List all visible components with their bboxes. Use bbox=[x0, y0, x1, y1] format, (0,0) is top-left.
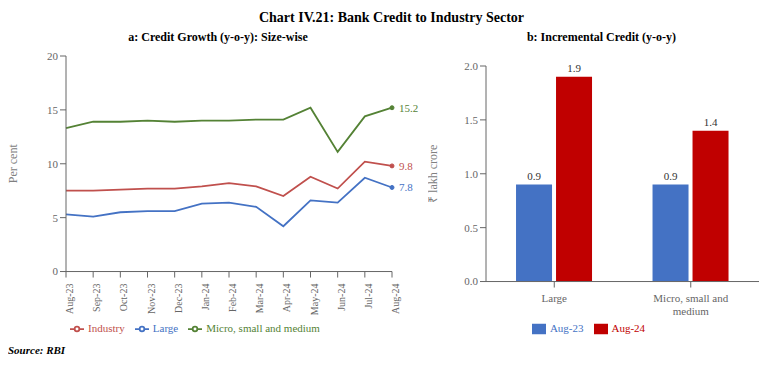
html-text:Micro, small and medium: Micro, small and medium bbox=[206, 321, 320, 334]
svg-text:Jun-24: Jun-24 bbox=[336, 284, 347, 311]
svg-text:May-24: May-24 bbox=[309, 284, 320, 316]
svg-text:Per cent: Per cent bbox=[8, 144, 20, 184]
svg-text:₹ lakh crore: ₹ lakh crore bbox=[428, 145, 440, 203]
svg-text:Large: Large bbox=[542, 292, 568, 304]
svg-text:0.9: 0.9 bbox=[664, 170, 678, 182]
svg-text:15.2: 15.2 bbox=[399, 102, 418, 114]
svg-text:20: 20 bbox=[47, 50, 59, 62]
html-text:Aug-24: Aug-24 bbox=[611, 321, 646, 334]
svg-text:2.0: 2.0 bbox=[464, 60, 478, 72]
svg-text:Dec-23: Dec-23 bbox=[173, 284, 184, 313]
svg-text:1.4: 1.4 bbox=[704, 116, 718, 128]
svg-text:7.8: 7.8 bbox=[399, 181, 413, 193]
svg-text:10: 10 bbox=[47, 158, 59, 170]
html-text:Large: Large bbox=[152, 321, 179, 334]
html-text:Source: RBI: Source: RBI bbox=[8, 344, 66, 356]
svg-text:15: 15 bbox=[47, 104, 59, 116]
svg-text:Aug-23: Aug-23 bbox=[64, 284, 75, 315]
html-text:Chart IV.21: Bank Credit to In: Chart IV.21: Bank Credit to Industry Sec… bbox=[258, 10, 524, 25]
svg-text:1.5: 1.5 bbox=[464, 114, 478, 126]
svg-text:Nov-23: Nov-23 bbox=[146, 284, 157, 315]
svg-text:1.0: 1.0 bbox=[464, 168, 478, 180]
svg-text:5: 5 bbox=[53, 212, 59, 224]
svg-text:Apr-24: Apr-24 bbox=[281, 284, 292, 313]
html-text:Industry: Industry bbox=[88, 321, 125, 334]
svg-text:Jul-24: Jul-24 bbox=[363, 284, 374, 309]
svg-text:Oct-23: Oct-23 bbox=[118, 284, 129, 312]
svg-text:Aug-24: Aug-24 bbox=[390, 284, 401, 315]
html-text:b: Incremental Credit (y-o-y): b: Incremental Credit (y-o-y) bbox=[526, 30, 677, 44]
html-text:a: Credit Growth (y-o-y): Size: a: Credit Growth (y-o-y): Size-wise bbox=[128, 30, 308, 44]
svg-text:Jan-24: Jan-24 bbox=[200, 284, 211, 311]
svg-text:0.5: 0.5 bbox=[464, 222, 478, 234]
svg-text:0: 0 bbox=[53, 265, 59, 277]
svg-text:0.9: 0.9 bbox=[527, 170, 541, 182]
svg-text:Sep-23: Sep-23 bbox=[91, 284, 102, 312]
svg-text:9.8: 9.8 bbox=[399, 160, 413, 172]
svg-text:Feb-24: Feb-24 bbox=[227, 284, 238, 312]
svg-text:Micro, small andmedium: Micro, small andmedium bbox=[653, 292, 728, 317]
svg-text:0.0: 0.0 bbox=[464, 275, 478, 287]
html-text:Aug-23: Aug-23 bbox=[549, 321, 584, 334]
svg-text:Mar-24: Mar-24 bbox=[254, 284, 265, 314]
svg-text:1.9: 1.9 bbox=[567, 62, 581, 74]
